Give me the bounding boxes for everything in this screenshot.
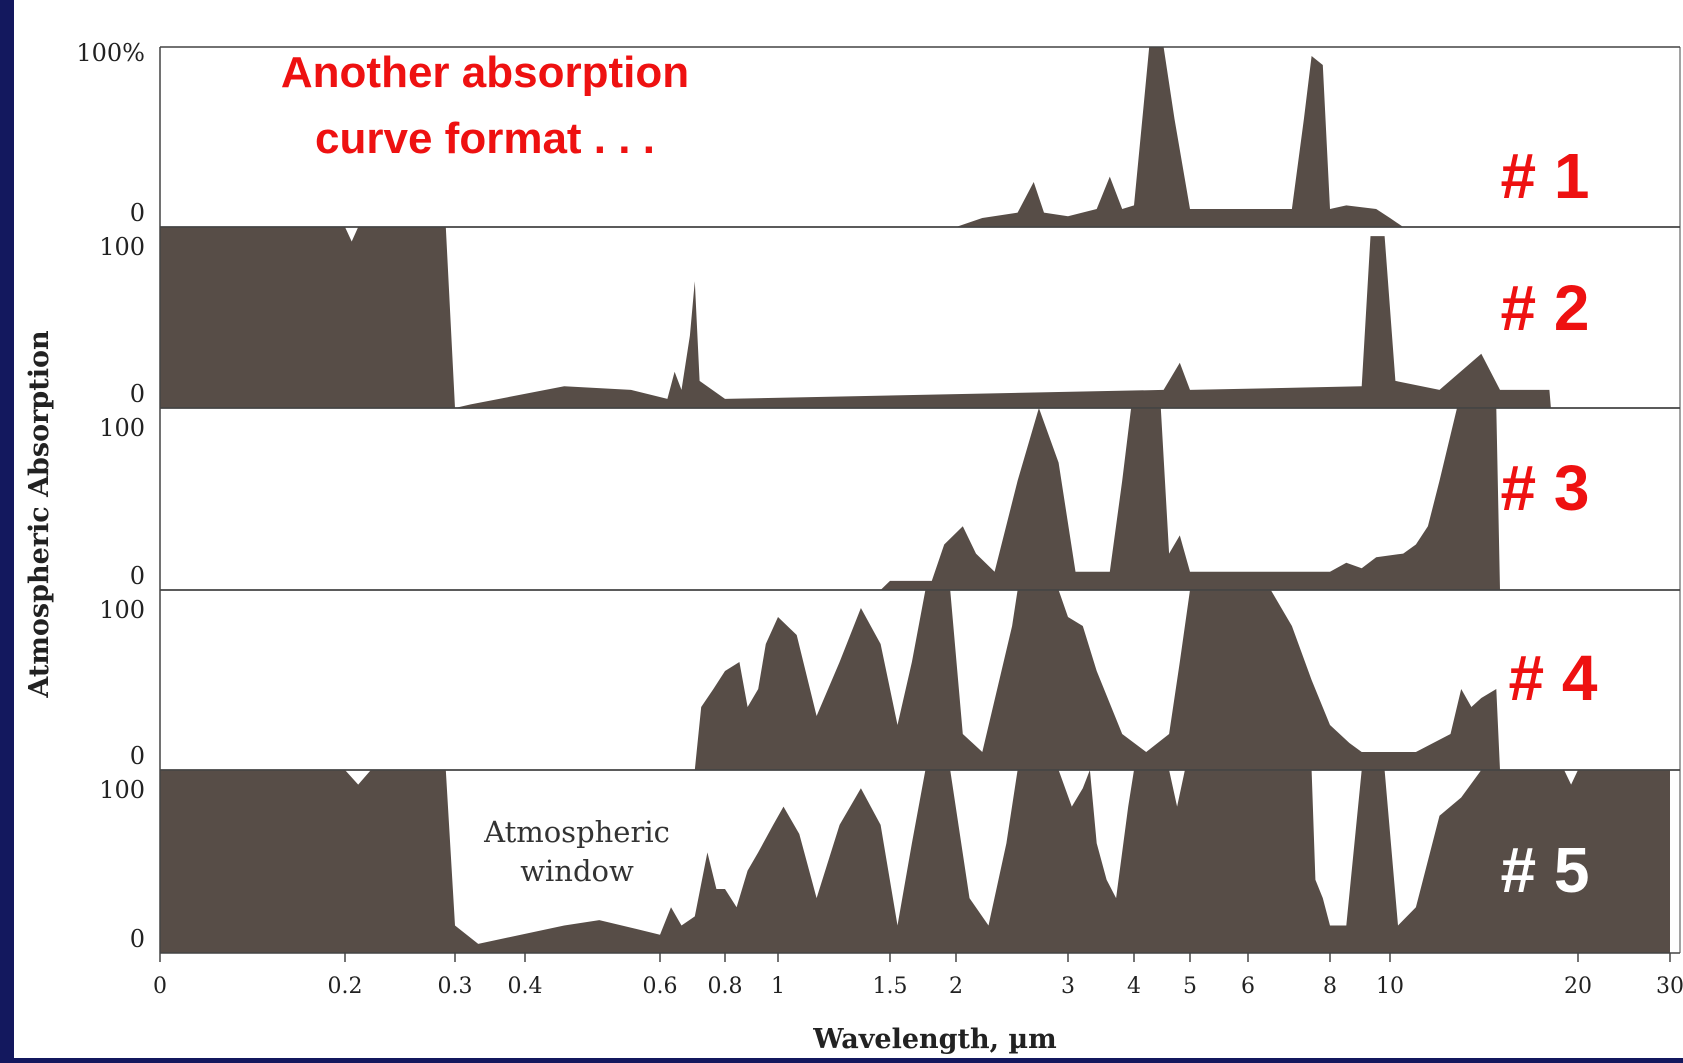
y-top-label-1: 100% [76,39,145,67]
panel-5: 100 0 [99,769,1680,954]
x-tick-label: 30 [1656,974,1683,999]
x-tick-label: 0.4 [508,974,543,999]
x-axis-title: Wavelength, µm [812,1024,1057,1055]
x-tick-label: 0 [153,974,167,999]
x-tick-label: 8 [1323,974,1337,999]
absorption-area-2 [160,227,1551,408]
y-axis-title: Atmospheric Absorption [24,330,55,699]
x-tick-label: 3 [1061,974,1075,999]
x-tick-label: 1.5 [873,974,908,999]
y-zero-label-4: 0 [130,742,145,770]
y-top-label-5: 100 [99,776,145,804]
panel-badge-1: # 1 [1501,140,1590,212]
x-tick-label: 20 [1564,974,1592,999]
panel-badges: # 1 # 2 # 3 # 4 # 5 [1501,140,1598,906]
absorption-area-5 [160,770,1670,953]
x-tick-label: 10 [1376,974,1404,999]
y-zero-label-1: 0 [130,199,145,227]
annotation-line-1: Another absorption [281,48,689,97]
panel-badge-2: # 2 [1501,272,1590,344]
window-label-line-1: Atmospheric [483,815,670,849]
annotation-line-2: curve format . . . [315,114,655,163]
x-tick-label: 0.3 [438,974,473,999]
panel-badge-3: # 3 [1501,452,1590,524]
y-top-label-3: 100 [99,414,145,442]
x-tick-label: 2 [949,974,963,999]
x-tick-label: 0.2 [328,974,363,999]
absorption-area-1 [956,47,1404,227]
panel-badge-5: # 5 [1501,834,1590,906]
y-zero-label-3: 0 [130,562,145,590]
x-tick-label: 0.8 [708,974,743,999]
y-top-label-4: 100 [99,596,145,624]
panel-badge-4: # 4 [1509,642,1598,714]
y-top-label-2: 100 [99,233,145,261]
x-tick-label: 1 [771,974,785,999]
x-axis: 0 0.2 0.3 0.4 0.6 0.8 1 1.5 2 3 4 5 6 8 10 20 30 [153,953,1683,999]
absorption-area-3 [880,408,1500,590]
x-tick-label: 5 [1183,974,1197,999]
panels: 100% 0 100 0 100 0 100 0 100 0 [76,39,1681,954]
absorption-area-4 [694,590,1500,770]
x-tick-label: 4 [1127,974,1141,999]
window-label-line-2: window [520,854,634,888]
y-zero-label-2: 0 [130,380,145,408]
y-zero-label-5: 0 [130,925,145,953]
x-tick-label: 0.6 [643,974,678,999]
x-tick-label: 6 [1241,974,1255,999]
